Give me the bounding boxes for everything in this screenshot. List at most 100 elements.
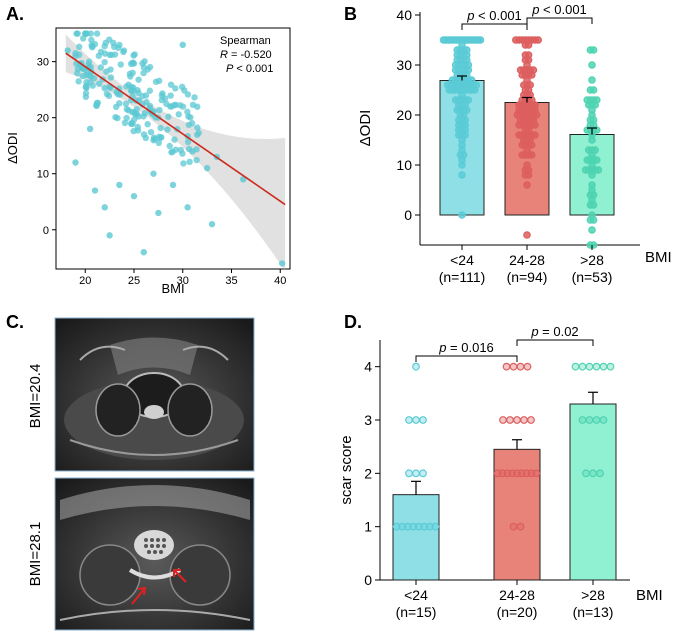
data-point: [458, 171, 466, 179]
bar-1: [493, 448, 541, 581]
scatter-point: [111, 51, 119, 58]
scatter-point: [165, 113, 172, 120]
significance-bracket: [526, 17, 593, 24]
data-point: [516, 522, 525, 531]
data-point: [476, 36, 485, 44]
scatter-point: [101, 204, 108, 211]
scatter-point: [158, 134, 165, 141]
scatter-point: [193, 131, 201, 139]
x-tick-label: 30: [177, 275, 189, 287]
data-point: [592, 362, 601, 371]
scatter-point: [76, 43, 83, 51]
scatter-point: [85, 61, 92, 68]
scatter-point: [82, 90, 90, 97]
scatter-point: [172, 85, 179, 92]
scatter-point: [95, 80, 103, 87]
mri-top-bmi-label: BMI=20.4: [27, 364, 44, 429]
scatter-point: [116, 181, 123, 189]
data-point: [571, 362, 580, 371]
y-tick-label: 10: [37, 169, 49, 181]
data-point: [578, 416, 587, 424]
scatter-point: [130, 192, 138, 200]
category-label: 24-28: [509, 252, 545, 268]
data-point: [588, 61, 596, 69]
data-point: [405, 469, 413, 478]
y-tick-label: 40: [396, 7, 412, 23]
scatter-point: [91, 187, 99, 194]
panel-b-xlabel: BMI: [645, 249, 672, 266]
scatter-point: [203, 164, 211, 172]
panel-a-frame: [55, 27, 291, 270]
category-n-label: (n=15): [396, 604, 437, 620]
scatter-point: [106, 232, 113, 239]
y-tick-label: 3: [364, 412, 372, 428]
scatter-point: [130, 60, 138, 67]
data-point: [420, 522, 429, 531]
scatter-point: [89, 82, 96, 89]
data-point: [582, 469, 590, 478]
category-n-label: (n=53): [572, 269, 613, 285]
scatter-point: [186, 158, 193, 166]
scatter-point: [87, 30, 94, 37]
scatter-point: [79, 72, 86, 80]
panel-d-ylabel: scar score: [338, 435, 355, 504]
x-tick-label: 40: [274, 275, 286, 287]
scatter-point: [134, 123, 141, 131]
scatter-point: [175, 111, 182, 118]
data-point: [419, 469, 427, 478]
data-point: [526, 136, 535, 144]
panel-d-xlabel: BMI: [636, 587, 663, 604]
scatter-point: [189, 148, 196, 155]
scatter-point: [103, 68, 110, 75]
data-point: [412, 416, 420, 424]
scatter-point: [79, 35, 87, 42]
scatter-point: [139, 60, 146, 67]
data-point: [588, 181, 596, 189]
data-point: [425, 522, 434, 531]
scatter-point: [193, 156, 200, 164]
scatter-point: [155, 139, 163, 147]
data-point: [506, 416, 514, 424]
data-point: [398, 522, 407, 531]
scatter-point: [150, 170, 157, 177]
data-point: [589, 86, 598, 94]
mri-image-top: [54, 317, 255, 472]
data-point: [516, 362, 525, 371]
scatter-point: [157, 124, 164, 132]
scatter-point: [114, 114, 121, 122]
category-n-label: (n=111): [439, 269, 486, 285]
x-tick-label: 20: [79, 275, 91, 287]
scatter-point: [150, 137, 157, 144]
data-point: [523, 146, 531, 154]
scatter-point: [184, 138, 192, 146]
scatter-point: [121, 119, 129, 127]
category-label: >28: [580, 252, 604, 268]
scatter-point: [101, 58, 108, 66]
scatter-point: [167, 92, 174, 99]
scatter-point: [123, 114, 130, 122]
y-tick-label: 10: [396, 157, 412, 173]
scatter-point: [107, 84, 114, 92]
spearman-r: R = -0.520: [220, 49, 272, 61]
scatter-point: [64, 47, 71, 54]
scatter-point: [101, 43, 108, 50]
data-point: [467, 76, 476, 84]
data-point: [588, 226, 596, 234]
panel-d-letter: D.: [344, 312, 362, 332]
data-point: [588, 76, 596, 84]
scatter-point: [188, 120, 196, 127]
data-point: [412, 469, 420, 478]
data-point: [529, 66, 538, 74]
data-point: [520, 416, 528, 424]
data-point: [527, 96, 536, 104]
scatter-point: [117, 61, 124, 68]
scatter-point: [171, 136, 178, 143]
scatter-point: [93, 30, 101, 37]
data-point: [459, 151, 468, 159]
scatter-point: [184, 91, 192, 98]
scatter-point: [131, 51, 138, 58]
x-tick-label: 25: [128, 275, 140, 287]
data-point: [523, 181, 531, 189]
data-point: [531, 131, 539, 139]
